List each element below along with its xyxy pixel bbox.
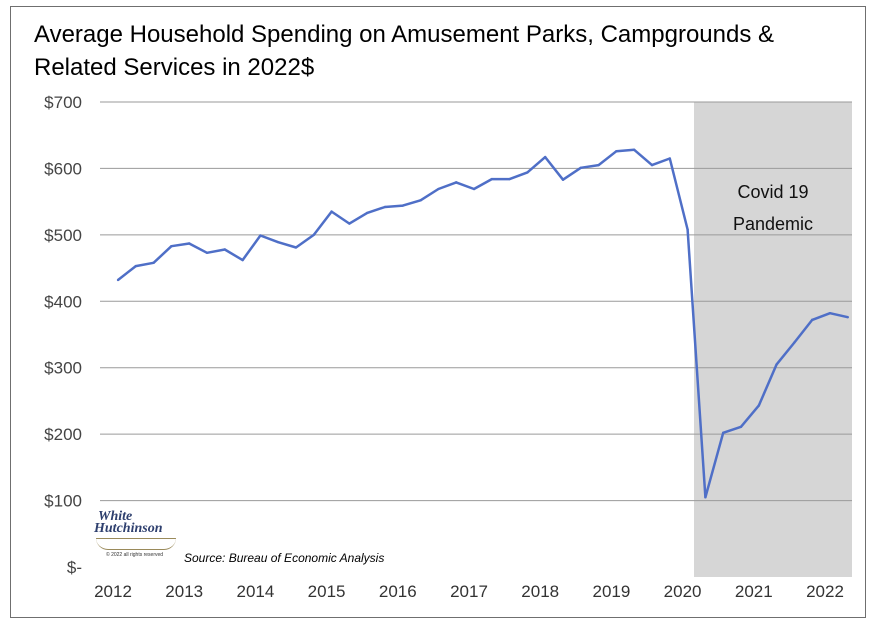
- data-point: [437, 187, 440, 191]
- annotation-line-2: Pandemic: [733, 214, 813, 234]
- series-line: [117, 148, 849, 499]
- data-point: [739, 425, 743, 429]
- x-tick-label: 2022: [806, 582, 844, 601]
- x-tick-label: 2014: [236, 582, 274, 601]
- data-point: [615, 149, 618, 153]
- data-point: [366, 211, 369, 215]
- x-tick-label: 2015: [308, 582, 346, 601]
- data-point: [188, 242, 191, 245]
- y-tick-label: $100: [44, 492, 82, 511]
- data-point: [561, 178, 565, 181]
- data-point: [205, 251, 209, 254]
- data-point: [775, 363, 778, 366]
- data-point: [828, 312, 832, 315]
- y-tick-label: $300: [44, 359, 82, 378]
- data-point: [134, 264, 137, 268]
- y-tick-label: $400: [44, 292, 82, 311]
- data-point: [722, 431, 725, 435]
- data-point: [294, 246, 298, 249]
- y-tick-label: $200: [44, 425, 82, 444]
- data-point: [579, 166, 582, 169]
- y-tick-label: $-: [67, 558, 82, 577]
- data-point: [846, 316, 849, 319]
- data-point: [811, 318, 814, 322]
- data-point: [401, 204, 404, 207]
- data-point: [241, 258, 244, 262]
- data-point: [508, 177, 511, 181]
- data-point: [597, 163, 600, 167]
- x-tick-label: 2020: [664, 582, 702, 601]
- data-point: [259, 234, 262, 237]
- x-tick-label: 2021: [735, 582, 773, 601]
- data-point: [330, 210, 333, 213]
- data-point: [419, 199, 422, 202]
- y-tick-label: $500: [44, 226, 82, 245]
- data-point: [757, 404, 760, 407]
- y-tick-label: $600: [44, 159, 82, 178]
- covid-shaded-region: [694, 102, 852, 577]
- x-tick-label: 2012: [94, 582, 132, 601]
- data-point: [704, 496, 707, 499]
- x-tick-label: 2018: [521, 582, 559, 601]
- chart-title: Average Household Spending on Amusement …: [34, 21, 775, 81]
- x-tick-label: 2013: [165, 582, 203, 601]
- data-point: [526, 171, 529, 174]
- series-points: [116, 148, 849, 499]
- data-point: [544, 155, 547, 159]
- data-point: [348, 222, 351, 225]
- data-point: [633, 148, 636, 152]
- y-axis-ticks: $- $100 $200 $300 $400 $500 $600 $700: [44, 93, 82, 577]
- white-hutchinson-logo: White Hutchinson © 2022 all rights reser…: [92, 510, 184, 568]
- data-point: [277, 240, 280, 244]
- x-tick-label: 2017: [450, 582, 488, 601]
- data-point: [650, 163, 654, 167]
- data-point: [668, 157, 671, 160]
- data-point: [116, 278, 120, 282]
- data-point: [455, 181, 458, 184]
- x-tick-label: 2019: [592, 582, 630, 601]
- y-tick-label: $700: [44, 93, 82, 112]
- x-axis-ticks: 2012 2013 2014 2015 2016 2017 2018 2019 2020 2021…: [94, 582, 844, 601]
- data-point: [686, 228, 689, 231]
- data-point: [152, 261, 155, 264]
- x-tick-label: 2016: [379, 582, 417, 601]
- gridlines: [100, 101, 852, 502]
- data-point: [472, 187, 476, 191]
- data-point: [490, 177, 493, 181]
- source-note: Source: Bureau of Economic Analysis: [184, 551, 385, 565]
- data-point: [793, 341, 796, 344]
- data-point: [170, 244, 173, 248]
- data-point: [223, 248, 226, 251]
- data-point: [312, 233, 315, 237]
- data-point: [383, 205, 387, 209]
- annotation-line-1: Covid 19: [737, 182, 808, 202]
